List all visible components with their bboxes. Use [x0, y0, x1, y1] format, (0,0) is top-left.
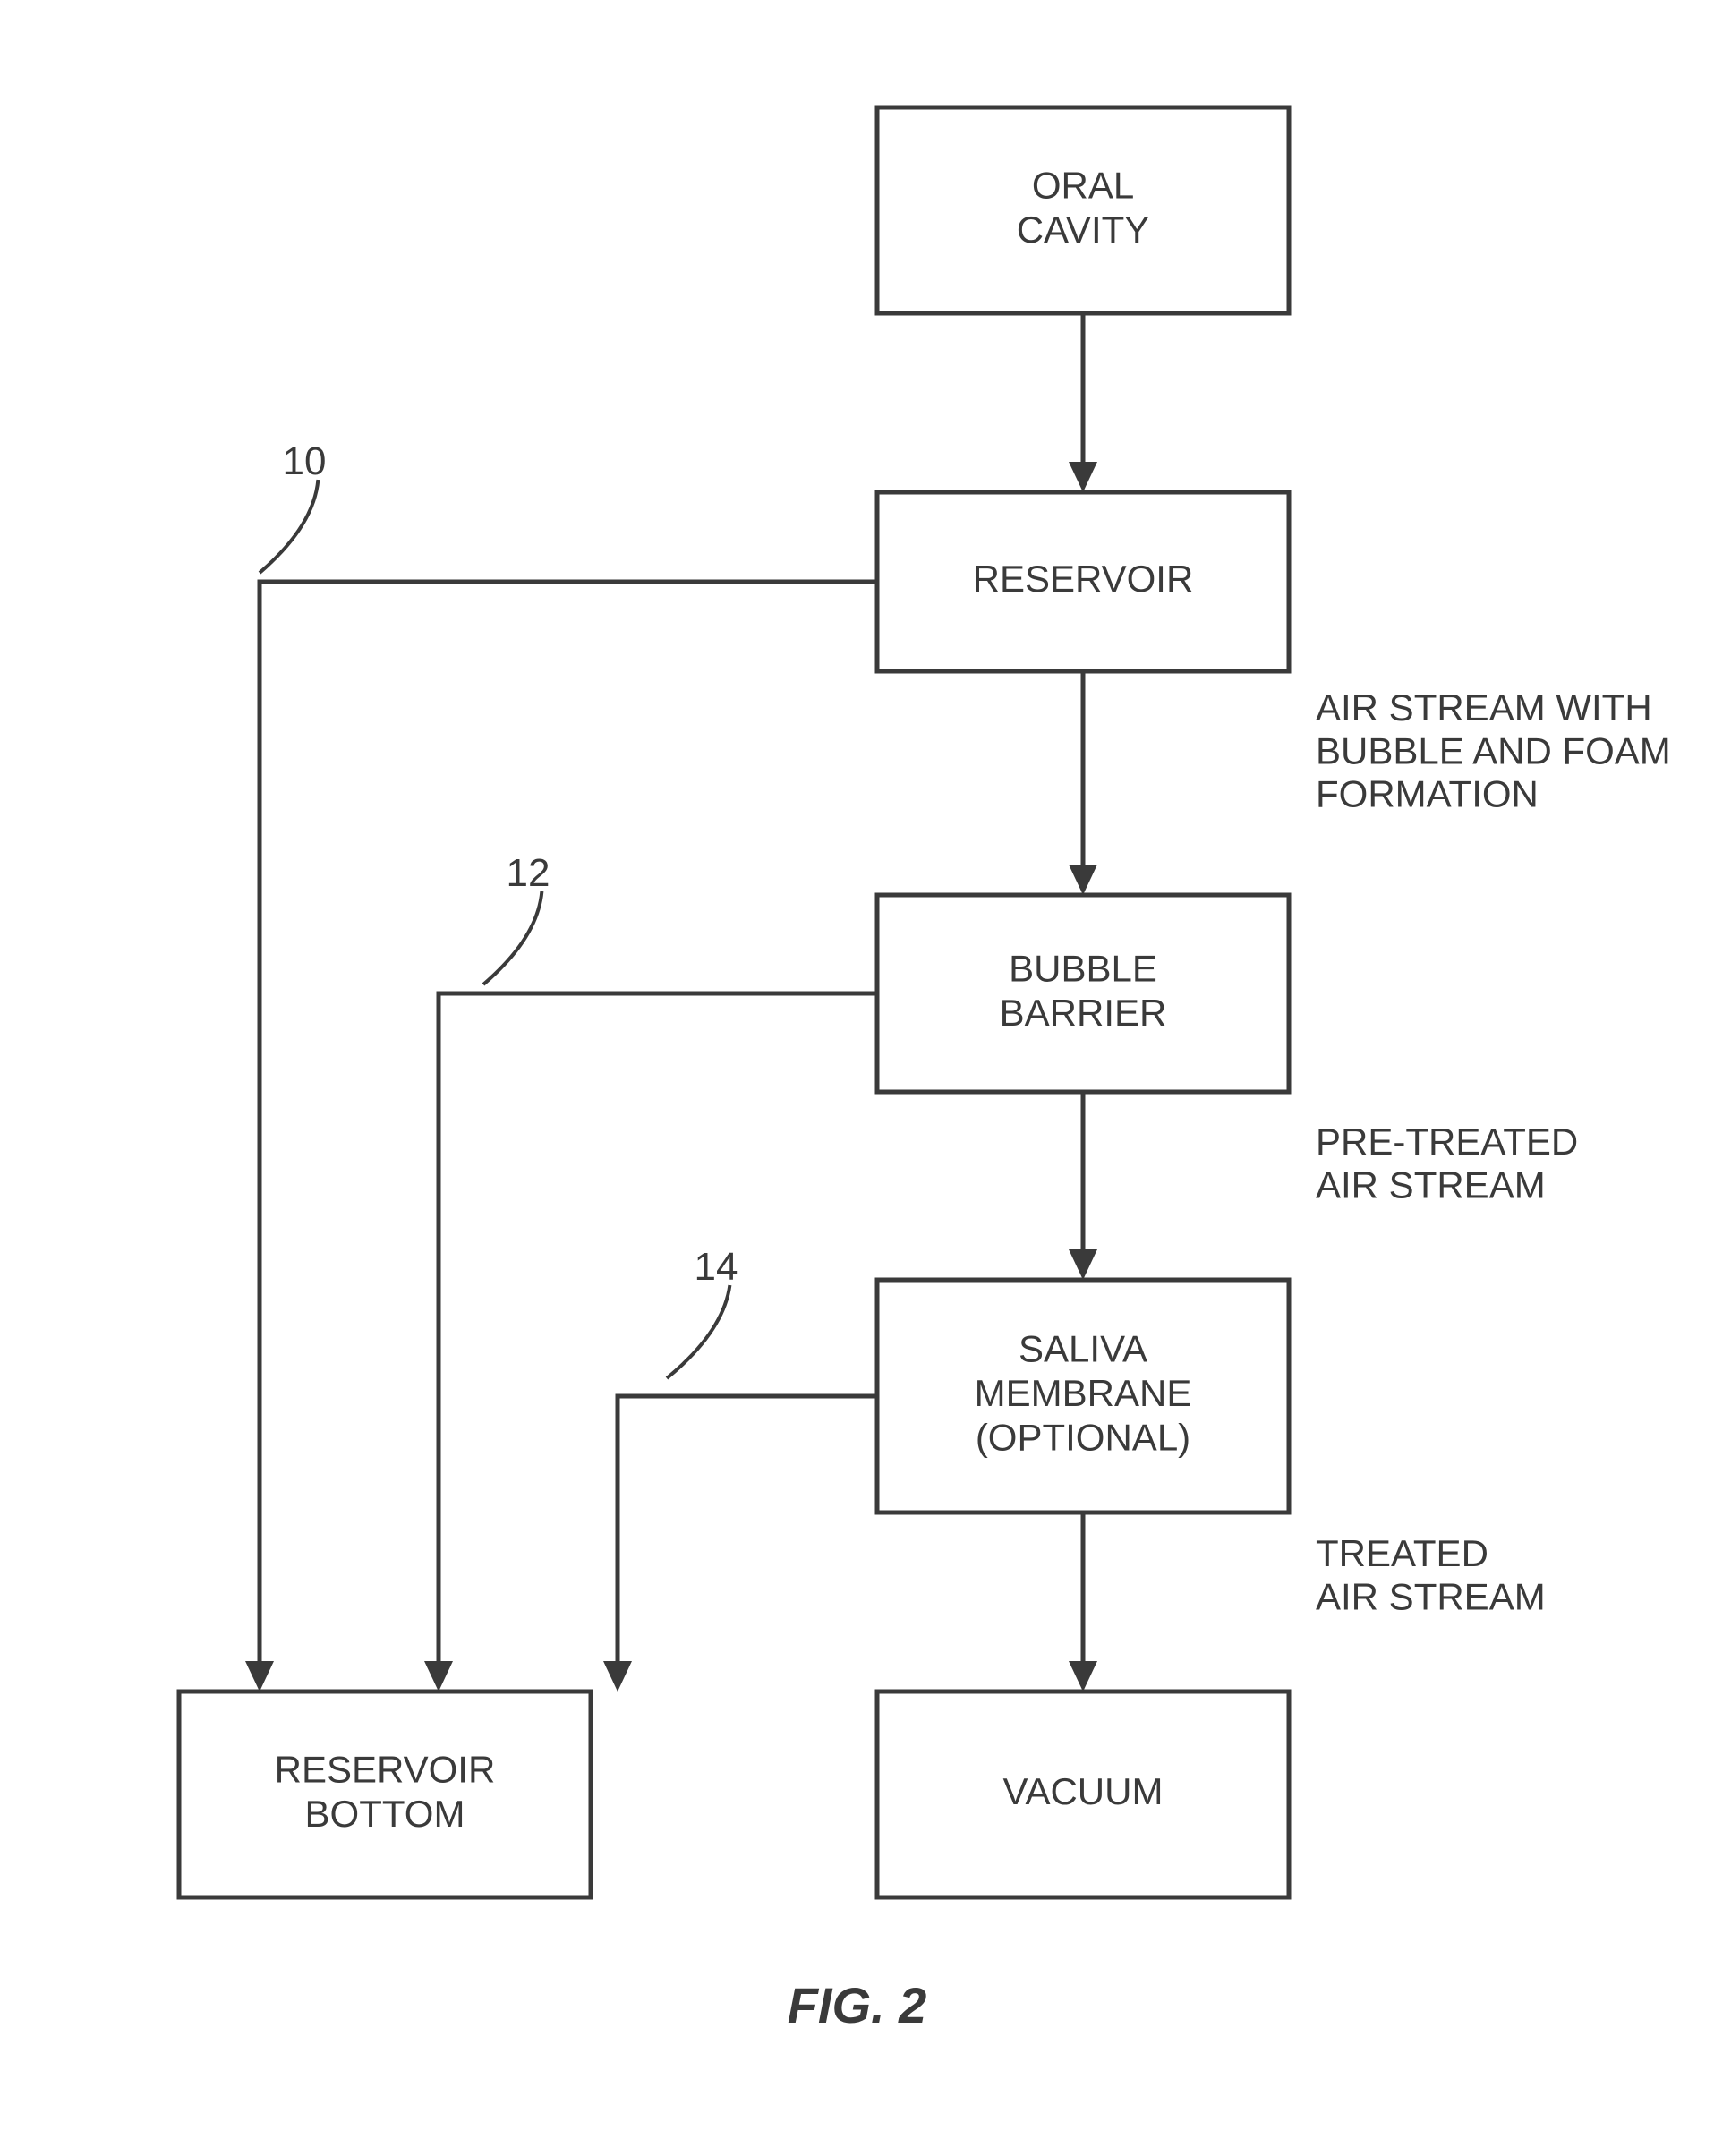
node-oral-label: CAVITY [1017, 209, 1150, 251]
edge-label: PRE-TREATED [1316, 1121, 1578, 1163]
ref-number: 14 [695, 1245, 738, 1289]
node-membrane-label: MEMBRANE [975, 1372, 1192, 1414]
flowchart: ORALCAVITY RESERVOIR BUBBLEBARRIER SALIVAME… [0, 0, 1714, 2156]
node-bubble-label: BARRIER [1000, 992, 1167, 1034]
node-vacuum: VACUUM [877, 1692, 1289, 1897]
node-bubble-label: BUBBLE [1009, 947, 1157, 989]
node-membrane-label: SALIVA [1019, 1328, 1147, 1370]
node-oral: ORALCAVITY [877, 107, 1289, 313]
edge-label: FORMATION [1316, 773, 1539, 815]
node-reservoir-label: RESERVOIR [973, 558, 1194, 600]
node-reservoir: RESERVOIR [877, 492, 1289, 671]
node-vacuum-label: VACUUM [1003, 1770, 1164, 1812]
node-oral-label: ORAL [1032, 164, 1134, 206]
node-resbottom-label: BOTTOM [305, 1793, 465, 1835]
edge-label: AIR STREAM WITH [1316, 686, 1652, 729]
ref-number: 12 [507, 851, 550, 895]
node-membrane: SALIVAMEMBRANE(OPTIONAL) [877, 1280, 1289, 1513]
node-resbottom-label: RESERVOIR [275, 1748, 496, 1790]
edge-label: AIR STREAM [1316, 1163, 1546, 1206]
edge-label: BUBBLE AND FOAM [1316, 729, 1671, 771]
node-membrane-label: (OPTIONAL) [976, 1417, 1190, 1459]
node-bubble: BUBBLEBARRIER [877, 895, 1289, 1092]
edge-label: TREATED [1316, 1532, 1488, 1574]
figure-caption: FIG. 2 [788, 1977, 927, 2033]
ref-number: 10 [283, 439, 327, 483]
edge-label: AIR STREAM [1316, 1575, 1546, 1617]
node-resbottom: RESERVOIRBOTTOM [179, 1692, 591, 1897]
